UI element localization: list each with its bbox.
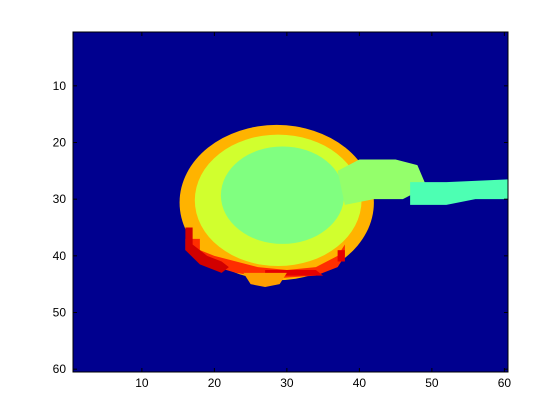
y-tick-label: 60 — [53, 362, 67, 376]
x-tick-label: 40 — [353, 376, 367, 390]
x-tick-label: 50 — [425, 376, 439, 390]
tail-arm — [410, 179, 508, 205]
x-tick-label: 20 — [208, 376, 222, 390]
bottom-lobe — [243, 272, 287, 287]
x-tick-label: 30 — [280, 376, 294, 390]
y-tick-label: 50 — [53, 306, 67, 320]
tail-neck — [337, 159, 425, 205]
y-tick-label: 20 — [53, 136, 67, 150]
rim-red-right — [337, 250, 345, 262]
heatmap-image — [179, 124, 508, 287]
rim-red-left — [185, 227, 229, 273]
x-tick-label: 60 — [498, 376, 512, 390]
x-tick-label: 10 — [135, 376, 149, 390]
y-tick-label: 10 — [53, 79, 67, 93]
blob-core — [220, 146, 345, 244]
y-tick-label: 30 — [53, 192, 67, 206]
axes-box — [72, 31, 509, 373]
y-axis: 10 20 30 40 50 60 — [53, 79, 508, 376]
y-tick-label: 40 — [53, 249, 67, 263]
